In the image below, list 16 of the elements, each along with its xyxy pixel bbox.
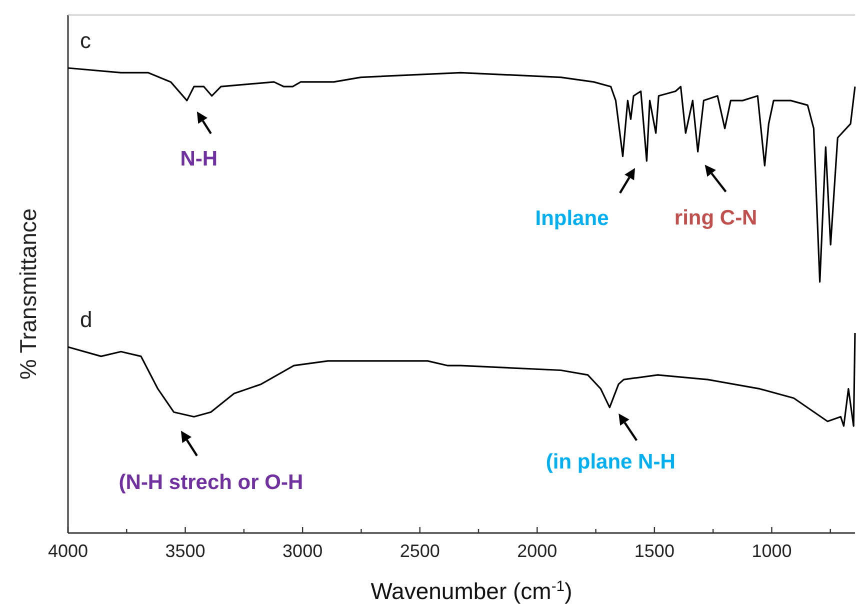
- x-tick-label: 3500: [165, 541, 206, 561]
- annotation: (in plane N-H: [546, 450, 676, 474]
- annotation: ring C-N: [674, 206, 758, 230]
- x-tick-label: 1500: [634, 541, 674, 561]
- annotation: Inplane: [535, 207, 609, 230]
- annotation: (N-H strech or O-H: [118, 470, 304, 494]
- y-axis-title: % Transmittance: [15, 208, 41, 380]
- x-tick-label: 4000: [48, 541, 88, 561]
- x-tick-label: 2000: [517, 541, 558, 561]
- x-axis-title: Wavenumber (cm$^{-1}$): [370, 578, 572, 604]
- x-tick-label: 3000: [282, 541, 323, 561]
- annotation: N-H: [180, 148, 218, 171]
- series-label: d: [80, 307, 92, 332]
- x-tick-label: 1000: [752, 541, 792, 561]
- x-tick-label: 2500: [400, 541, 440, 561]
- series-label: c: [80, 28, 91, 53]
